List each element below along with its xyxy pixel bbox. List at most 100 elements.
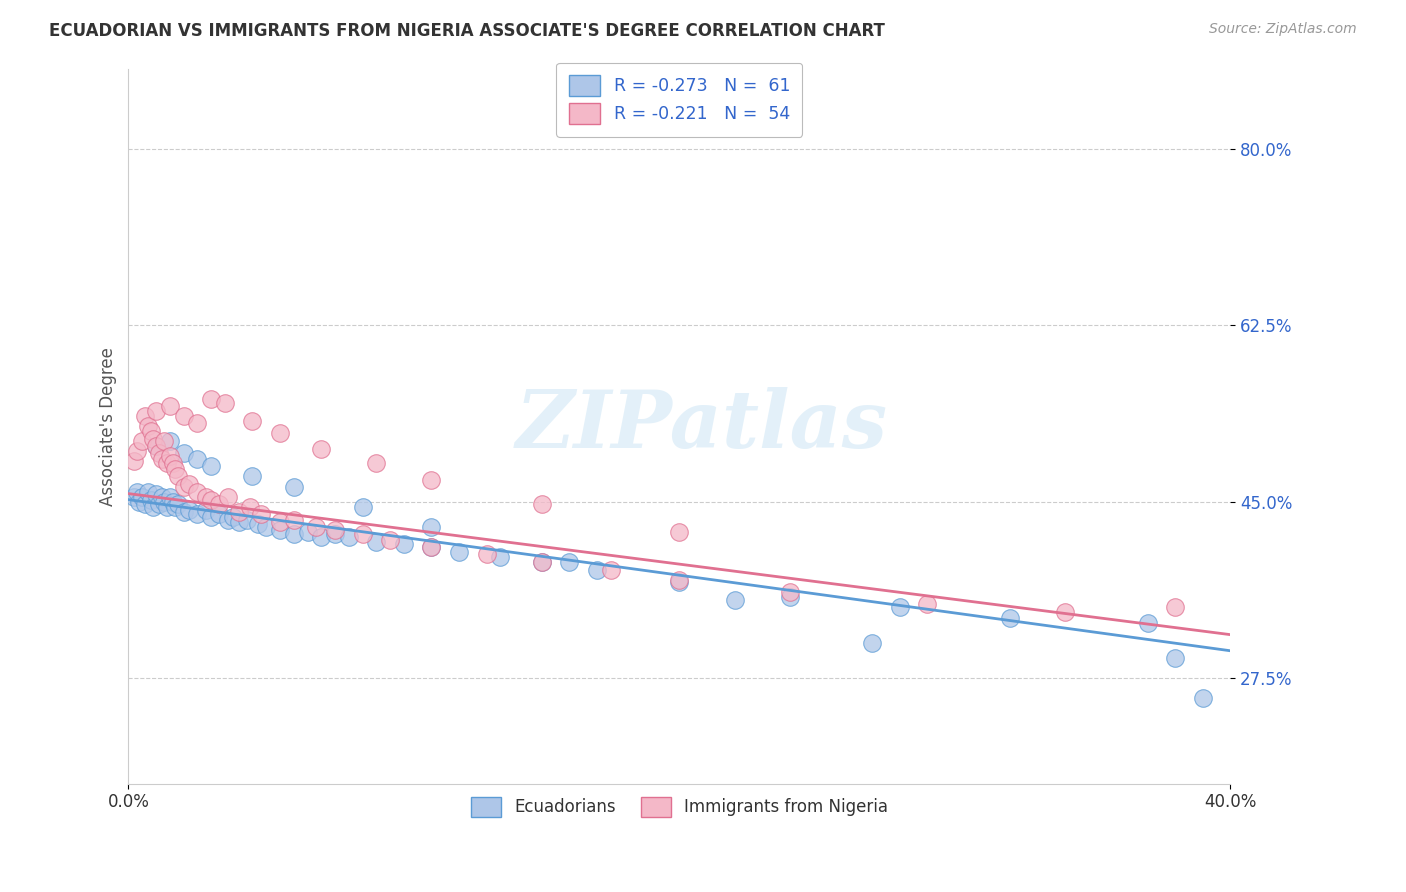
Point [239,500,262,514]
Point [599,563,621,577]
Point [134,409,156,423]
Point [489,550,512,565]
Point [139,492,162,507]
Point [136,484,159,499]
Point [173,505,195,519]
Point [889,600,911,615]
Point [159,450,181,464]
Point [208,497,231,511]
Point [208,507,231,521]
Point [283,527,305,541]
Point [194,502,217,516]
Point [860,636,883,650]
Point [1191,691,1213,706]
Point [142,432,165,446]
Point [447,545,470,559]
Legend: Ecuadorians, Immigrants from Nigeria: Ecuadorians, Immigrants from Nigeria [463,789,897,825]
Point [165,462,187,476]
Point [125,484,148,499]
Y-axis label: Associate's Degree: Associate's Degree [100,347,117,506]
Point [228,505,250,519]
Point [366,535,388,549]
Point [585,563,607,577]
Point [228,515,250,529]
Point [122,454,145,468]
Point [1136,615,1159,630]
Point [1164,600,1187,615]
Point [530,555,553,569]
Point [214,396,236,410]
Point [153,434,176,449]
Point [420,540,443,554]
Point [366,457,388,471]
Point [323,523,346,537]
Point [167,497,190,511]
Point [475,547,498,561]
Point [159,490,181,504]
Point [668,524,690,539]
Point [236,513,259,527]
Text: Source: ZipAtlas.com: Source: ZipAtlas.com [1209,22,1357,37]
Point [337,530,360,544]
Point [156,500,179,514]
Point [217,513,239,527]
Point [668,574,690,588]
Point [917,598,939,612]
Point [145,404,167,418]
Point [145,486,167,500]
Point [125,444,148,458]
Point [530,497,553,511]
Point [145,439,167,453]
Point [1164,650,1187,665]
Point [173,446,195,460]
Point [254,520,277,534]
Point [311,530,333,544]
Point [131,490,153,504]
Text: ECUADORIAN VS IMMIGRANTS FROM NIGERIA ASSOCIATE'S DEGREE CORRELATION CHART: ECUADORIAN VS IMMIGRANTS FROM NIGERIA AS… [49,22,886,40]
Point [148,446,170,460]
Point [420,473,443,487]
Point [242,414,264,428]
Point [162,494,184,508]
Point [420,540,443,554]
Point [420,520,443,534]
Point [200,392,222,406]
Point [150,490,173,504]
Point [558,555,581,569]
Point [200,459,222,474]
Point [269,523,291,537]
Point [283,479,305,493]
Point [173,409,195,423]
Point [779,585,801,599]
Point [142,500,165,514]
Point [323,527,346,541]
Point [186,452,208,467]
Point [186,507,208,521]
Point [128,494,150,508]
Point [177,476,200,491]
Point [150,452,173,467]
Point [998,610,1021,624]
Point [200,492,222,507]
Point [153,494,176,508]
Text: ZIPatlas: ZIPatlas [516,387,887,465]
Point [530,555,553,569]
Point [217,490,239,504]
Point [723,593,745,607]
Point [148,497,170,511]
Point [392,537,415,551]
Point [352,527,374,541]
Point [139,424,162,438]
Point [242,469,264,483]
Point [167,469,190,483]
Point [173,479,195,493]
Point [305,520,328,534]
Point [194,490,217,504]
Point [162,457,184,471]
Point [269,515,291,529]
Point [122,490,145,504]
Point [352,500,374,514]
Point [380,533,402,547]
Point [222,509,245,524]
Point [177,502,200,516]
